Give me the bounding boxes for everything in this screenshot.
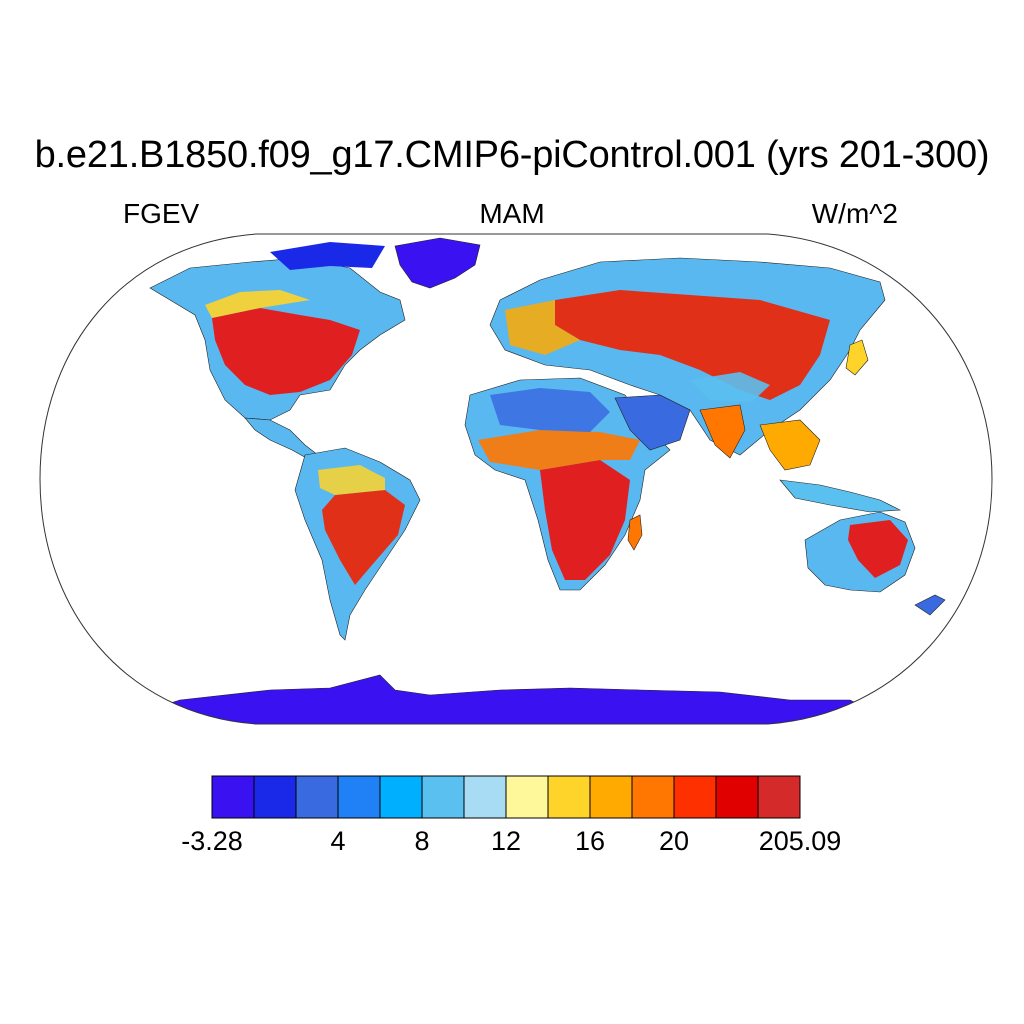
- greenland: [394, 237, 481, 289]
- colorbar-box: [505, 775, 549, 819]
- colorbar-box: [253, 775, 297, 819]
- colorbar-box: [715, 775, 759, 819]
- south-america-hot-region: [322, 490, 405, 585]
- south-america-warm-band: [318, 465, 385, 495]
- sahara-cool-region: [490, 388, 610, 432]
- colorbar-box: [379, 775, 423, 819]
- colorbar-box: [547, 775, 591, 819]
- maritime-continent: [779, 479, 902, 513]
- colorbar-box: [757, 775, 801, 819]
- arabia: [614, 394, 691, 451]
- colorbar-box: [673, 775, 717, 819]
- africa-hot-region: [540, 460, 630, 580]
- arctic-islands: [270, 242, 385, 270]
- units-label: W/m^2: [811, 198, 898, 229]
- variable-label: FGEV: [123, 198, 200, 229]
- colorbar-tick-label: 8: [414, 826, 430, 856]
- sahel-warm-band: [478, 430, 640, 470]
- north-america-warm-band: [205, 290, 310, 318]
- colorbar-tick-label: 20: [658, 826, 690, 856]
- map-outline: [39, 233, 993, 725]
- plot-title: b.e21.B1850.f09_g17.CMIP6-piControl.001 …: [34, 134, 990, 176]
- southeast-asia: [759, 419, 821, 471]
- madagascar: [627, 514, 643, 551]
- colorbar-tick-label: 12: [490, 826, 522, 856]
- japan: [845, 339, 869, 376]
- colorbar-box: [463, 775, 507, 819]
- colorbar-box: [421, 775, 465, 819]
- colorbar-box: [337, 775, 381, 819]
- colorbar-tick-label: 4: [330, 826, 346, 856]
- north-america-hot-region: [212, 308, 360, 395]
- colorbar-box: [631, 775, 675, 819]
- new-zealand: [914, 594, 946, 616]
- colorbar-tick-label: -3.28: [181, 826, 243, 856]
- india: [699, 404, 746, 459]
- tibet-cool-region: [690, 372, 770, 402]
- eurasia-hot-region: [555, 290, 830, 400]
- colorbar-tick-label: 205.09: [758, 826, 842, 856]
- season-label: MAM: [479, 198, 545, 229]
- colorbar-tick-label: 16: [574, 826, 606, 856]
- colorbar-box: [295, 775, 339, 819]
- australia-hot-region: [848, 520, 908, 578]
- europe-warm-band: [505, 300, 580, 355]
- colorbar-box: [211, 775, 255, 819]
- colorbar-box: [589, 775, 633, 819]
